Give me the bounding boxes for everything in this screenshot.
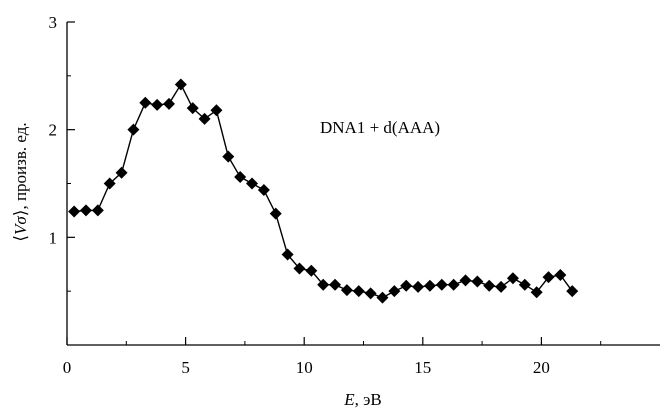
data-point xyxy=(352,285,365,298)
data-point xyxy=(269,207,282,220)
x-tick-label: 5 xyxy=(181,358,190,377)
data-point xyxy=(364,287,377,300)
data-point xyxy=(151,98,164,111)
data-point xyxy=(127,123,140,136)
x-axis-label: E, эВ xyxy=(343,390,382,409)
data-point xyxy=(305,264,318,277)
x-tick-label: 20 xyxy=(533,358,550,377)
data-point xyxy=(447,278,460,291)
data-point xyxy=(554,269,567,282)
x-tick-label: 10 xyxy=(296,358,313,377)
data-point xyxy=(281,248,294,261)
data-point xyxy=(222,150,235,163)
x-axis-label-unit: , эВ xyxy=(355,390,382,409)
data-point xyxy=(388,285,401,298)
data-point xyxy=(542,271,555,284)
x-axis-label-var: E xyxy=(343,390,355,409)
data-point xyxy=(376,291,389,304)
y-axis-label-var: Vσ xyxy=(11,216,30,235)
y-tick-label: 3 xyxy=(49,13,58,32)
data-point xyxy=(400,279,413,292)
data-point xyxy=(530,286,543,299)
data-point xyxy=(79,204,92,217)
data-point xyxy=(495,280,508,293)
axes xyxy=(66,22,660,346)
data-point xyxy=(435,278,448,291)
data-point xyxy=(257,183,270,196)
chart-annotation: DNA1 + d(AAA) xyxy=(320,118,440,137)
data-point xyxy=(139,96,152,109)
data-point xyxy=(329,278,342,291)
data-point xyxy=(210,104,223,117)
data-point xyxy=(412,280,425,293)
y-axis-label-open: ⟨ xyxy=(11,235,30,242)
data-point xyxy=(234,171,247,184)
data-point xyxy=(340,284,353,297)
data-point xyxy=(471,275,484,288)
ticks: 0 5 10 15 20 1 2 3 xyxy=(49,13,602,377)
data-point xyxy=(186,102,199,115)
data-point xyxy=(198,112,211,125)
data-point xyxy=(506,272,519,285)
y-axis-label: ⟨Vσ⟩, произв. ед. xyxy=(11,122,30,241)
data-point xyxy=(103,177,116,190)
x-tick-label: 15 xyxy=(414,358,431,377)
y-axis-label-rest: ⟩, произв. ед. xyxy=(11,122,30,216)
data-point xyxy=(483,279,496,292)
y-tick-label: 1 xyxy=(49,228,58,247)
x-tick-label: 0 xyxy=(63,358,72,377)
series xyxy=(68,78,579,304)
data-point xyxy=(174,78,187,91)
data-point xyxy=(115,166,128,179)
data-point xyxy=(423,279,436,292)
data-point xyxy=(317,278,330,291)
data-point xyxy=(518,278,531,291)
data-point xyxy=(246,177,259,190)
data-point xyxy=(293,262,306,275)
y-tick-label: 2 xyxy=(49,121,58,140)
data-point xyxy=(91,204,104,217)
series-line xyxy=(74,82,573,299)
data-point xyxy=(162,97,175,110)
data-point xyxy=(566,285,579,298)
data-point xyxy=(459,274,472,287)
data-point xyxy=(68,205,81,218)
